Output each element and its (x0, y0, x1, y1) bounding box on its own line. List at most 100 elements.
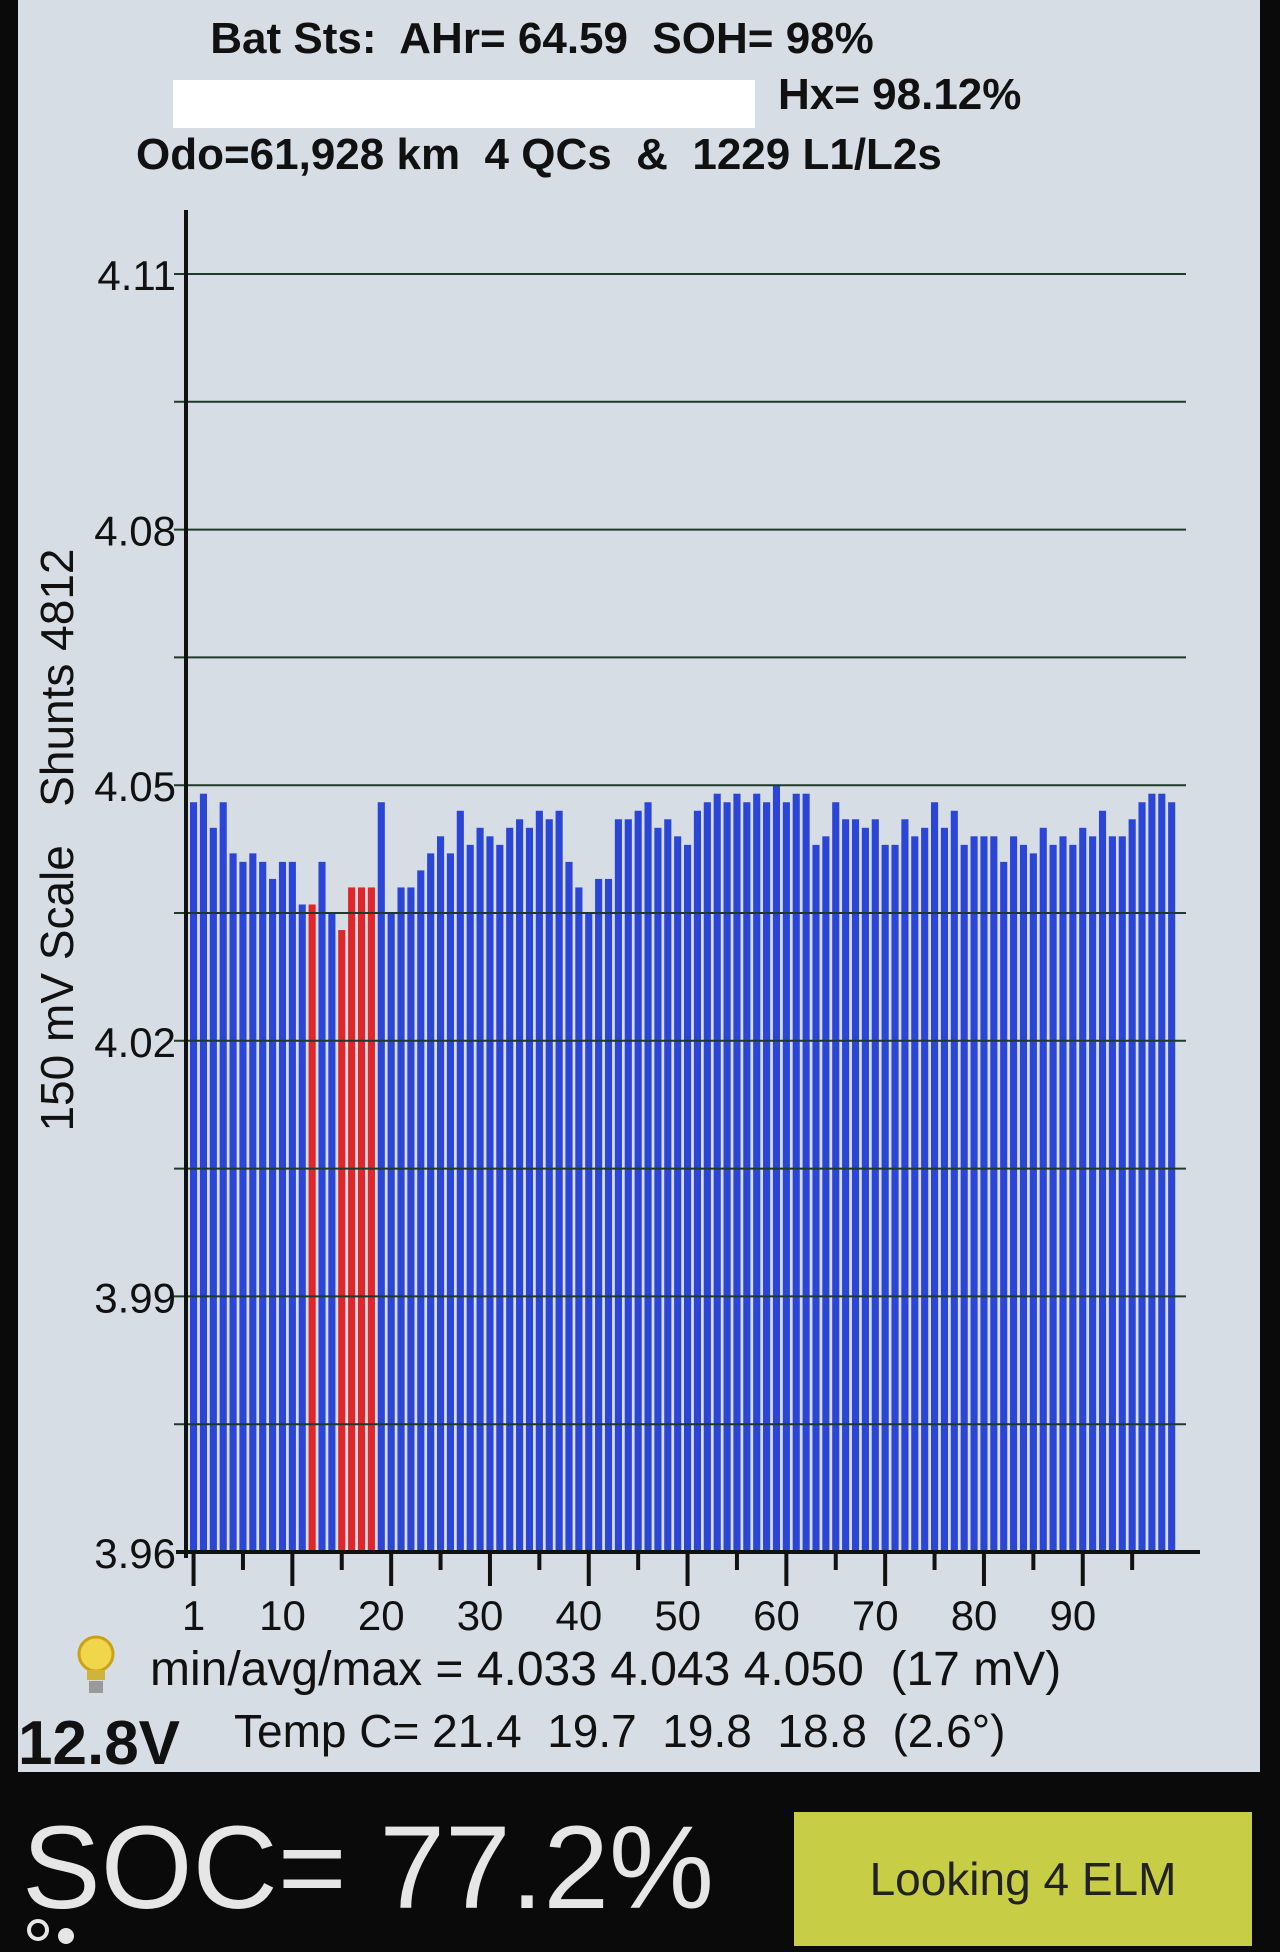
cell-bar (1019, 844, 1028, 1552)
battery-status-line: Bat Sts: AHr= 64.59 SOH= 98% (210, 14, 874, 63)
cell-bar (476, 827, 484, 1552)
x-tick-label: 50 (654, 1592, 701, 1639)
y-tick-label: 3.96 (94, 1530, 176, 1577)
x-tick-label: 60 (753, 1592, 800, 1639)
shunted-cell-bar (348, 887, 356, 1552)
cell-bar (990, 836, 998, 1552)
cell-bar (506, 827, 514, 1552)
cell-bar (190, 802, 198, 1552)
cell-bar (1098, 810, 1107, 1552)
x-tick-label: 30 (457, 1592, 504, 1639)
cell-bar (832, 802, 840, 1552)
cell-bar (1118, 836, 1126, 1552)
x-tick-label: 40 (556, 1592, 603, 1639)
cell-bar (921, 827, 929, 1552)
cell-bar (802, 793, 810, 1552)
y-tick-label: 3.99 (94, 1274, 176, 1321)
cell-bar (496, 844, 504, 1552)
cell-bar (674, 836, 682, 1552)
app-screen: Bat Sts: AHr= 64.59 SOH= 98% Hx= 98.12% … (18, 0, 1260, 1772)
cell-bar (456, 810, 464, 1552)
shunted-cell-bar (338, 930, 346, 1552)
cell-bar (318, 861, 326, 1552)
cell-bar (901, 819, 909, 1552)
shunted-cell-bar (357, 887, 366, 1552)
lightbulb-icon[interactable] (70, 1632, 126, 1704)
cell-bar (822, 836, 830, 1552)
cell-bar (851, 819, 860, 1552)
cell-bar (535, 810, 543, 1552)
cell-bar (1049, 844, 1057, 1552)
cell-bar (209, 827, 217, 1552)
x-tick-label: 90 (1050, 1592, 1097, 1639)
cell-bar (1000, 861, 1008, 1552)
cell-bar (654, 827, 662, 1552)
cell-bar (970, 836, 978, 1552)
cell-bar (397, 887, 405, 1552)
shunted-cell-bar (308, 904, 316, 1552)
cell-bar (684, 844, 692, 1552)
cell-bar (446, 853, 454, 1552)
cell-bar (891, 844, 899, 1552)
cell-bar (199, 793, 207, 1552)
aux-battery-voltage: 12.8V (18, 1709, 181, 1772)
cell-bar (249, 853, 257, 1552)
cell-bar (555, 810, 563, 1552)
cell-bar (664, 819, 672, 1552)
cell-bar (950, 810, 958, 1552)
cell-bar (723, 802, 731, 1552)
cell-bar (624, 819, 632, 1552)
y-axis-label: 150 mV Scale Shunts 4812 (31, 548, 83, 1132)
cell-bar (842, 819, 850, 1552)
cell-bar (387, 913, 395, 1552)
cell-bar (1079, 827, 1087, 1552)
cell-bar (812, 844, 820, 1552)
cell-bar (417, 870, 425, 1552)
cell-bar (377, 802, 385, 1552)
x-tick-label: 20 (358, 1592, 405, 1639)
cell-bar (1148, 793, 1156, 1552)
cell-bar (1039, 827, 1047, 1552)
cell-bar (634, 810, 642, 1552)
cell-bar (871, 819, 879, 1552)
x-tick-label: 80 (951, 1592, 998, 1639)
y-tick-label: 4.11 (97, 252, 176, 299)
x-tick-label: 70 (852, 1592, 899, 1639)
looking-elm-button[interactable]: Looking 4 ELM (794, 1812, 1252, 1946)
cell-bar (219, 802, 227, 1552)
cell-bar (1158, 793, 1166, 1552)
cell-bar (229, 853, 237, 1552)
odometer-line: Odo=61,928 km 4 QCs & 1229 L1/L2s (136, 130, 942, 179)
cell-bar (575, 887, 583, 1552)
cell-bar (328, 913, 336, 1552)
cell-bar (614, 819, 622, 1552)
min-avg-max-readout: min/avg/max = 4.033 4.043 4.050 (17 mV) (150, 1643, 1062, 1696)
cell-bar (1108, 836, 1116, 1552)
connection-dots-icon (27, 1919, 74, 1944)
state-of-charge: SOC= 77.2% (22, 1802, 714, 1934)
cell-bar (486, 836, 494, 1552)
cell-bar (595, 878, 603, 1552)
cell-bar (298, 904, 306, 1552)
cell-bar (604, 878, 613, 1552)
cell-bar (565, 861, 573, 1552)
cell-bar (782, 802, 790, 1552)
cell-bar (545, 819, 553, 1552)
cell-bar (644, 802, 652, 1552)
cell-bar (753, 793, 761, 1552)
cell-bar (437, 836, 445, 1552)
cell-bar (516, 819, 524, 1552)
cell-bar (288, 861, 296, 1552)
cell-bar (980, 836, 988, 1552)
cell-bar (1168, 802, 1176, 1552)
cell-bar (713, 793, 721, 1552)
temperature-readout: Temp C= 21.4 19.7 19.8 18.8 (2.6°) (234, 1705, 1006, 1757)
cell-bar (693, 810, 701, 1552)
x-tick-label: 1 (182, 1592, 205, 1639)
cell-bar (585, 913, 593, 1552)
cell-bar (743, 802, 751, 1552)
cell-bar (911, 836, 919, 1552)
cell-bar (931, 802, 939, 1552)
cell-bar (259, 861, 267, 1552)
shunted-cell-bar (367, 887, 375, 1552)
